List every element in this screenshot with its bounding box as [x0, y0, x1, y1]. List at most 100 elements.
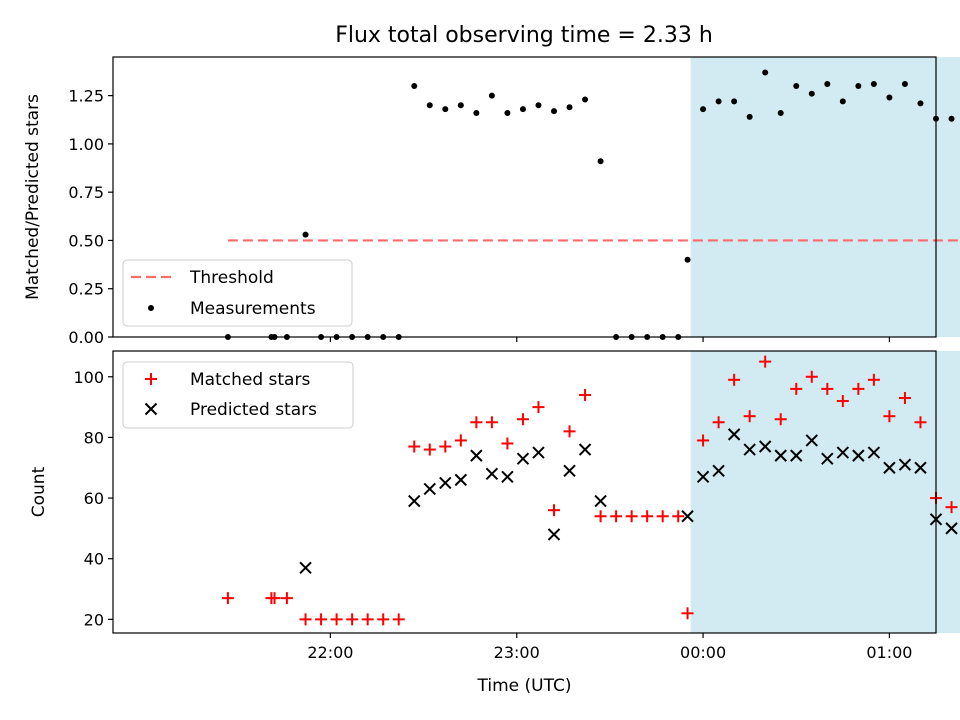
predicted-star-point — [681, 510, 694, 523]
predicted-star-point — [408, 494, 421, 508]
measurement-point — [917, 100, 924, 107]
measurement-point — [488, 92, 495, 99]
matched-star-point — [821, 382, 834, 395]
matched-star-point — [610, 510, 623, 523]
bottom-legend-box — [122, 361, 354, 429]
bottom-y-tick-label: 80 — [84, 428, 104, 447]
bottom-y-tick-label: 20 — [84, 610, 104, 629]
matched-star-point — [408, 440, 421, 453]
bottom-axes-frame — [112, 350, 937, 634]
matched-star-point — [790, 382, 803, 395]
matched-star-point — [883, 410, 896, 423]
x-tick-label: 01:00 — [866, 643, 912, 662]
matched-star-point — [594, 510, 607, 523]
matched-star-point — [681, 607, 694, 620]
matched-star-point — [330, 613, 343, 626]
legend-predicted-label: Predicted stars — [190, 400, 317, 420]
bottom-shaded-interval — [690, 351, 960, 633]
matched-star-point — [485, 416, 498, 429]
measurement-point — [731, 98, 738, 105]
x-tick-label: 23:00 — [494, 643, 540, 662]
measurement-point — [824, 81, 831, 88]
matched-star-point — [454, 434, 467, 447]
measurement-point — [886, 94, 893, 101]
measurement-point — [700, 106, 707, 113]
measurement-point — [551, 108, 558, 115]
measurement-point — [746, 113, 753, 120]
matched-star-point — [641, 510, 654, 523]
predicted-star-point — [852, 449, 865, 462]
measurement-point — [870, 81, 877, 88]
predicted-star-point — [439, 476, 452, 490]
x-tick-label: 00:00 — [680, 643, 726, 662]
legend-measurements-swatch — [148, 305, 154, 311]
matched-star-point — [548, 504, 561, 517]
matched-star-point — [914, 416, 927, 429]
matched-star-point — [867, 373, 880, 386]
predicted-star-point — [883, 461, 896, 474]
predicted-star-point — [805, 434, 818, 447]
measurement-point — [504, 110, 511, 116]
matched-star-point — [579, 388, 592, 401]
matched-star-point — [516, 413, 529, 426]
predicted-star-point — [563, 464, 576, 477]
matched-star-point — [743, 410, 756, 423]
predicted-star-point — [696, 470, 710, 484]
predicted-star-point — [790, 449, 803, 462]
measurement-point — [566, 104, 573, 111]
predicted-star-point — [758, 440, 772, 453]
matched-star-point — [759, 355, 772, 368]
bottom-y-tick-label: 100 — [73, 368, 104, 387]
measurement-point — [762, 69, 769, 76]
predicted-star-point — [945, 522, 958, 535]
matched-star-point — [346, 613, 359, 626]
matched-star-point — [145, 373, 157, 385]
top-legend: Threshold Measurements — [122, 259, 353, 327]
matched-star-point — [392, 613, 405, 626]
matched-star-point — [656, 510, 669, 523]
matched-star-point — [221, 592, 234, 605]
predicted-star-point — [423, 482, 436, 496]
predicted-star-point — [914, 461, 927, 474]
predicted-star-point — [485, 467, 499, 481]
measurement-point — [715, 98, 722, 105]
top-legend-box — [122, 259, 353, 327]
measurement-point — [426, 102, 433, 109]
measurement-point — [442, 106, 449, 113]
top-panel: 0.00 0.25 0.50 0.75 1.00 1.25 Matched/Predict… — [23, 56, 960, 347]
measurement-point — [808, 90, 815, 97]
measurement-point — [473, 110, 480, 116]
bottom-legend: Matched stars Predicted stars — [122, 361, 354, 429]
predicted-star-point — [867, 446, 881, 459]
measurement-point — [411, 82, 418, 89]
measurement-point — [519, 106, 526, 113]
predicted-star-point — [836, 446, 850, 459]
predicted-star-point — [454, 473, 468, 487]
top-y-tick-label: 0.00 — [68, 328, 104, 347]
bottom-y-axis: 20 40 60 80 100 — [73, 368, 113, 629]
predicted-star-point — [516, 452, 530, 465]
predicted-star-point — [898, 458, 912, 471]
predicted-star-point — [743, 443, 756, 456]
matched-star-point — [361, 613, 374, 626]
top-y-tick-label: 0.50 — [68, 231, 104, 250]
top-y-axis-label: Matched/Predicted stars — [23, 94, 43, 300]
measurement-point — [948, 115, 955, 122]
matched-star-point — [315, 613, 328, 626]
matched-star-point — [898, 392, 911, 404]
matched-star-point — [836, 395, 849, 408]
measurement-point — [901, 81, 908, 88]
matched-star-point — [532, 401, 545, 414]
matched-star-point — [280, 592, 293, 605]
legend-measurements-label: Measurements — [190, 299, 316, 319]
matched-star-point — [672, 510, 685, 523]
measurement-point — [302, 231, 309, 238]
predicted-star-point — [299, 561, 312, 575]
matched-star-point — [852, 382, 865, 395]
measurement-point — [582, 96, 589, 103]
predicted-star-point — [774, 449, 787, 462]
measurement-point — [535, 102, 542, 109]
predicted-star-point — [712, 464, 725, 477]
